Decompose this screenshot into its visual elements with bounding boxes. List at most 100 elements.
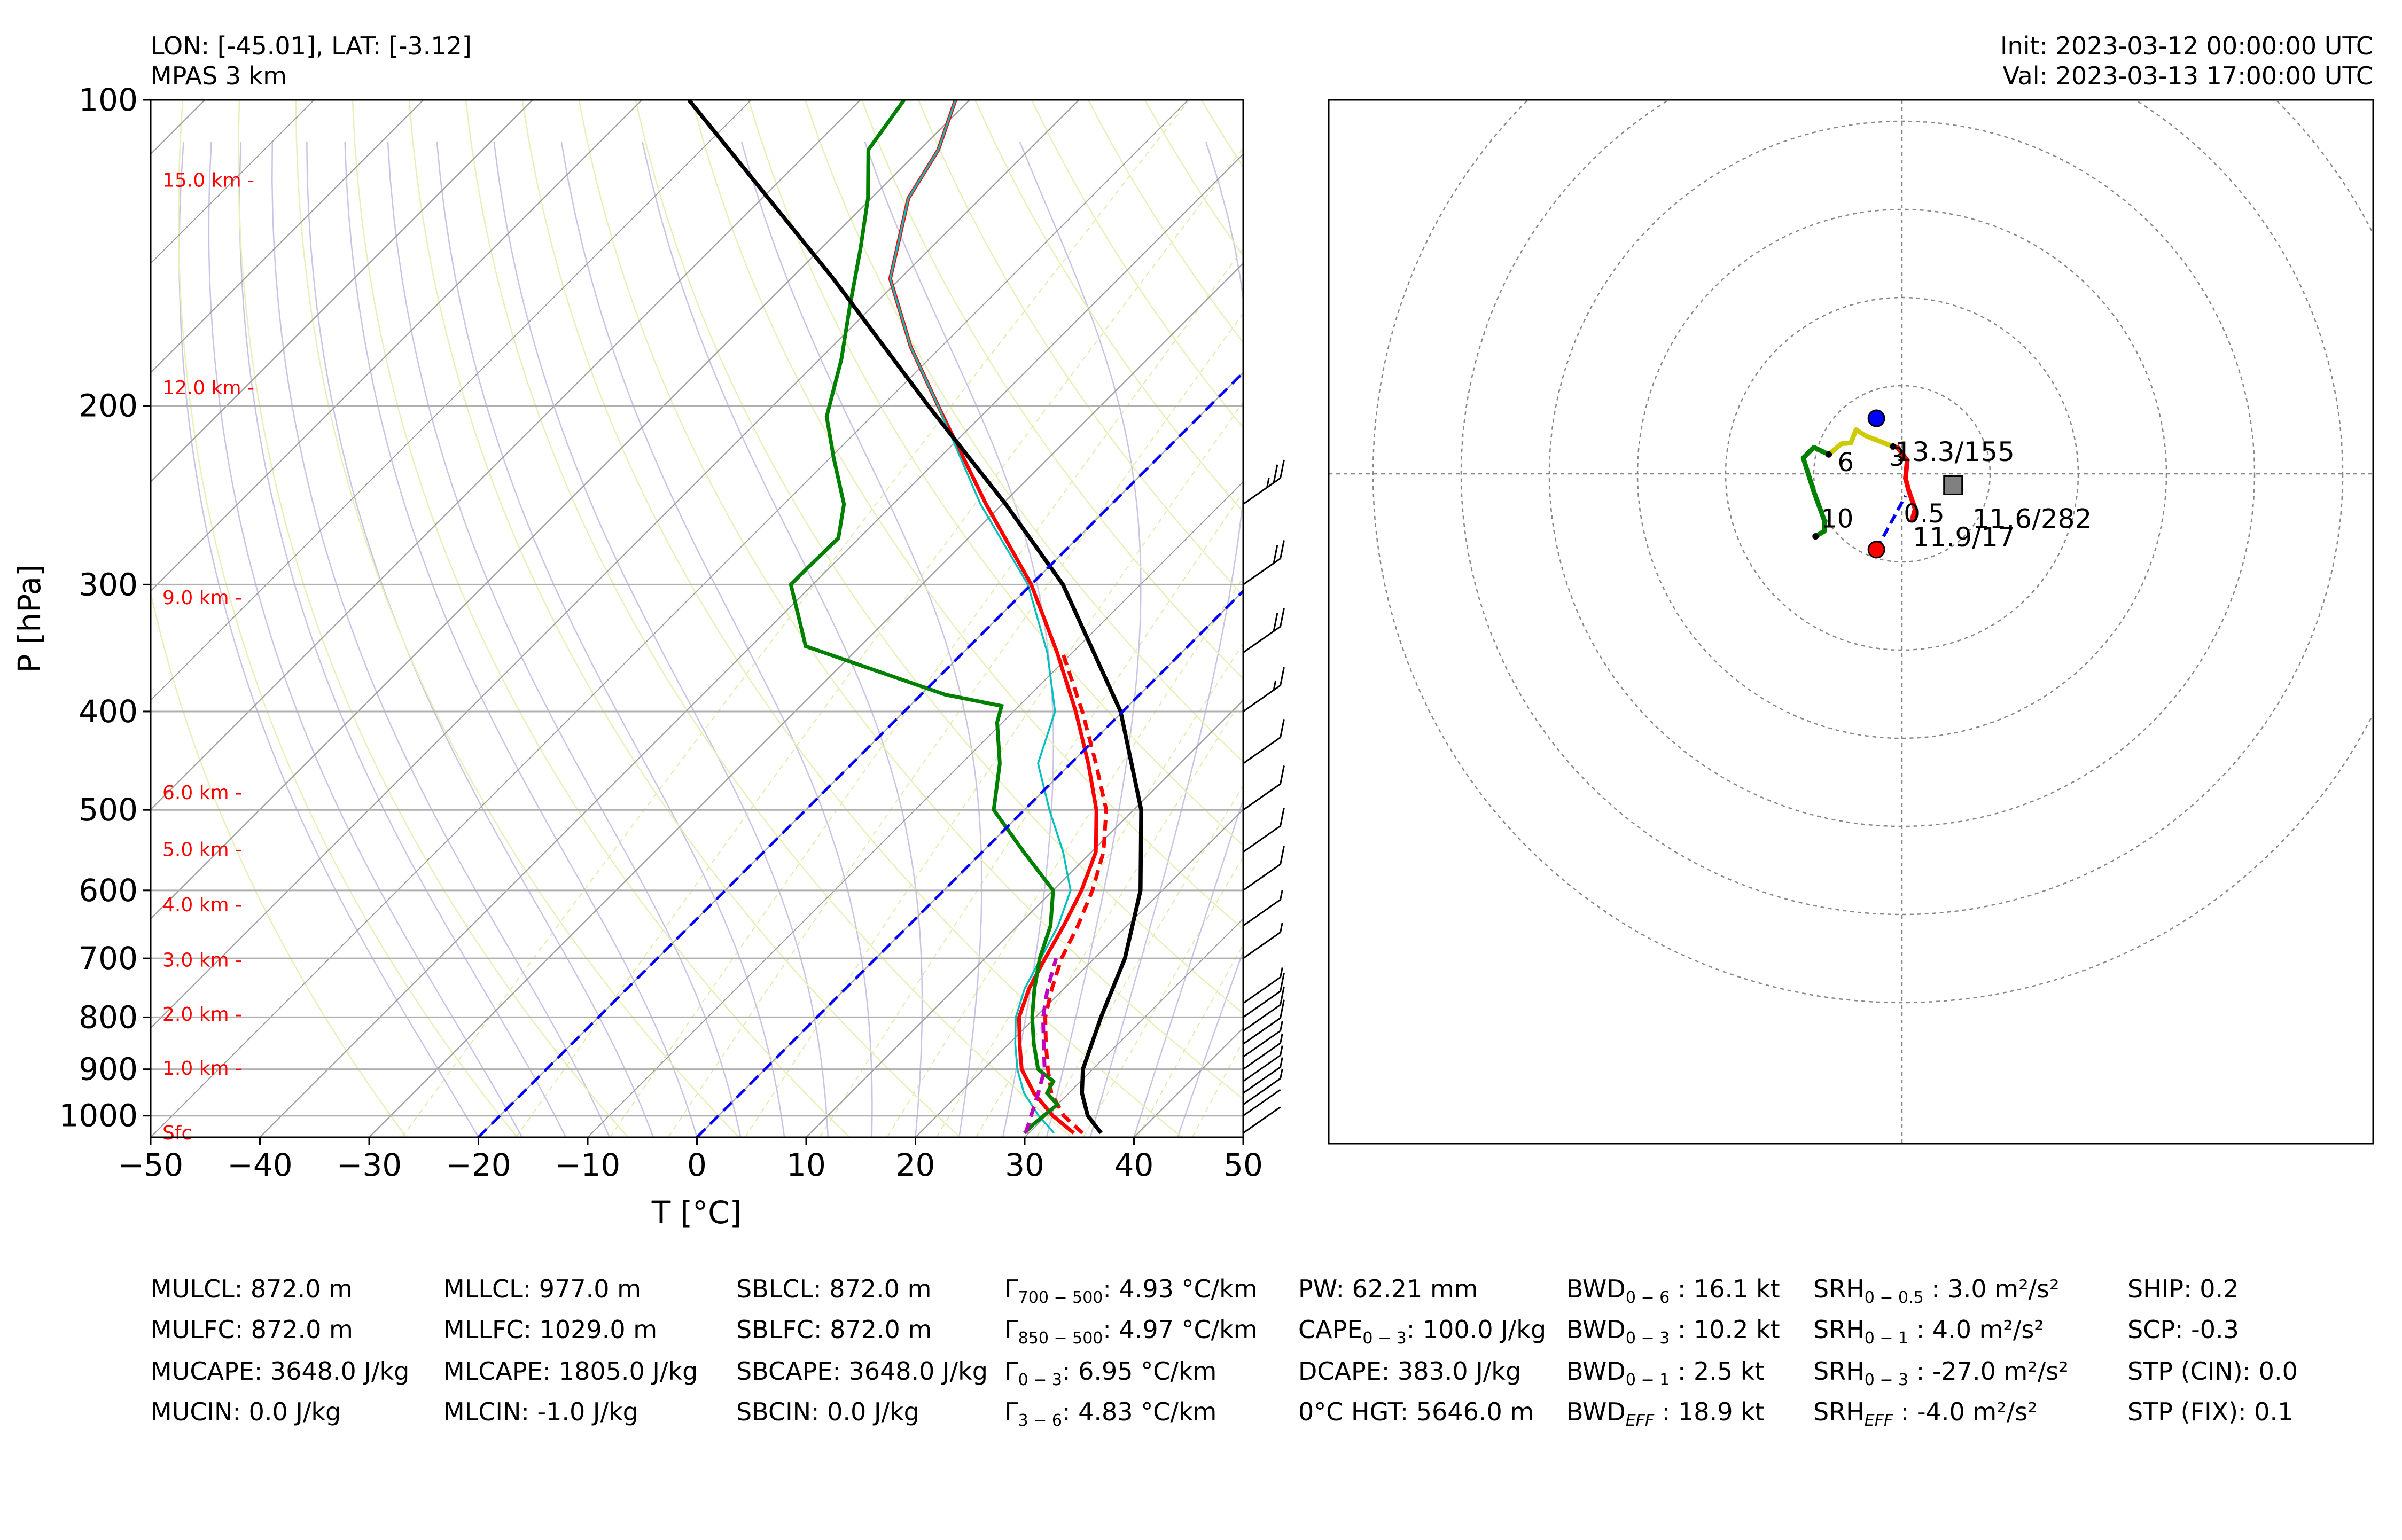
index-subscript: 0 − 3 (1625, 1329, 1670, 1348)
mixing-ratio-line (975, 697, 1243, 1137)
index-col7-0: SRH0 − 0.5 : 3.0 m²/s² (1813, 1277, 2059, 1306)
index-col7-2: SRH0 − 3 : -27.0 m²/s² (1813, 1359, 2069, 1388)
wind-barb (1243, 807, 1285, 853)
wind-barb (1243, 1089, 1281, 1116)
moist-adiabat (271, 142, 611, 1137)
moist-adiabat (493, 142, 829, 1137)
wind-barb (1243, 719, 1285, 764)
hodograph-frame (1328, 99, 2374, 1145)
index-symbol: BWD (1566, 1315, 1626, 1344)
storm-motion-marker (1867, 409, 1885, 427)
mixing-ratio-line (1192, 1039, 1243, 1137)
height-labels: Sfc 1.0 km - 2.0 km - 3.0 km - 4.0 km - 5.0 k… (162, 170, 254, 1145)
barb-staff (1243, 863, 1281, 892)
moist-adiabat (436, 142, 785, 1137)
hodograph-knot (1826, 451, 1832, 458)
index-subscript: 0 − 1 (1625, 1371, 1670, 1390)
dry-adiabat (521, 100, 1183, 1137)
index-symbol: Γ (1004, 1315, 1018, 1344)
index-symbol: CAPE (1298, 1315, 1363, 1344)
dry-adiabat (917, 100, 1243, 597)
index-value: : -4.0 m²/s² (1893, 1397, 2038, 1426)
dry-adiabat (1258, 100, 2402, 1137)
barb-staff (1243, 1042, 1281, 1070)
barb-flag (1280, 999, 1285, 1019)
wind-barb (1243, 1033, 1283, 1070)
y-axis-ticks: 100 200 300 400 500 600 700 800 900 1000 (59, 82, 151, 1134)
y-tick-label: 200 (79, 387, 138, 424)
barb-staff (1243, 825, 1281, 853)
index-symbol: Γ (1004, 1275, 1018, 1303)
dry-adiabat (465, 100, 1072, 1137)
barb-staff (1243, 1106, 1281, 1134)
mean-wind-marker (1943, 475, 1963, 495)
mixing-ratio-line (1137, 943, 1243, 1137)
barb-flag (1280, 667, 1285, 686)
dry-adiabat (635, 100, 1243, 1015)
isotherm (369, 262, 1243, 1137)
x-axis-label: T [°C] (651, 1194, 742, 1231)
wind-barb (1243, 1057, 1283, 1094)
barb-flag (1280, 967, 1283, 978)
index-col8-1: SCP: -0.3 (2127, 1315, 2239, 1344)
moist-adiabat (387, 142, 742, 1137)
isotherm (151, 100, 970, 920)
storm-motion-marker (1867, 541, 1885, 559)
wind-barb (1243, 973, 1285, 1018)
barb-staff (1243, 737, 1281, 764)
dry-adiabat (1315, 100, 2402, 1137)
index-col3-0: SBLCL: 872.0 m (736, 1275, 932, 1303)
index-col7-3: SRHEFF : -4.0 m²/s² (1813, 1400, 2038, 1429)
y-tick-label: 900 (79, 1051, 138, 1088)
dry-adiabat (974, 100, 1243, 513)
moist-adiabat (306, 142, 654, 1137)
index-value: : 4.93 °C/km (1103, 1275, 1258, 1303)
barb-staff (1243, 558, 1281, 585)
y-tick-label: 800 (79, 999, 138, 1035)
x-tick-label: 20 (896, 1147, 935, 1183)
hodograph-trace (1800, 427, 1918, 551)
dry-adiabat (1484, 100, 2402, 1137)
index-value: : 18.9 kt (1654, 1397, 1765, 1426)
barb-flag (1273, 680, 1277, 691)
barb-staff (1243, 1004, 1281, 1032)
hodograph-height-label: 0.5 (1904, 499, 1944, 529)
index-value: : 10.2 kt (1670, 1315, 1780, 1344)
barb-flag (1273, 464, 1278, 483)
index-subscript: 0 − 6 (1625, 1288, 1670, 1308)
marker-label: 11.9/17 (1913, 522, 2015, 553)
index-col4-1: Γ850 − 500: 4.97 °C/km (1004, 1317, 1258, 1347)
dry-adiabat (1654, 100, 2402, 1137)
dry-adiabat (578, 100, 1243, 1100)
barb-staff (1243, 898, 1281, 927)
index-symbol: BWD (1566, 1357, 1626, 1386)
hodograph-knot (1890, 443, 1897, 450)
moist-adiabat (740, 142, 982, 1137)
profile-series-2 (889, 100, 1072, 1134)
index-col3-2: SBCAPE: 3648.0 J/kg (736, 1357, 988, 1386)
barb-staff (1243, 1066, 1281, 1094)
x-tick-label: −20 (446, 1147, 511, 1183)
index-value: : 16.1 kt (1670, 1275, 1780, 1303)
index-subscript: 0 − 3 (1018, 1371, 1063, 1390)
height-label: 3.0 km - (162, 950, 242, 972)
wind-barbs (1243, 459, 1285, 1134)
barb-flag (1280, 719, 1285, 738)
mixing-ratio-line (516, 147, 1243, 1137)
index-col5-0: PW: 62.21 mm (1298, 1277, 1478, 1301)
hodograph-height-label: 10 (1821, 504, 1853, 534)
hodograph-ring (1372, 100, 2373, 1003)
wind-barb (1243, 999, 1285, 1045)
hodograph-segment-2 (1800, 445, 1830, 538)
barb-staff (1243, 783, 1281, 811)
hodograph-ring (1460, 100, 2344, 916)
barb-flag (1280, 765, 1285, 784)
isotherm (151, 100, 643, 592)
x-tick-label: 30 (1005, 1147, 1044, 1183)
barb-staff (1243, 1054, 1281, 1082)
wind-barb (1243, 1045, 1283, 1082)
index-value: : 6.95 °C/km (1062, 1357, 1217, 1386)
index-col6-2: BWD0 − 1 : 2.5 kt (1566, 1359, 1764, 1388)
index-value: : 100.0 J/kg (1406, 1315, 1547, 1344)
